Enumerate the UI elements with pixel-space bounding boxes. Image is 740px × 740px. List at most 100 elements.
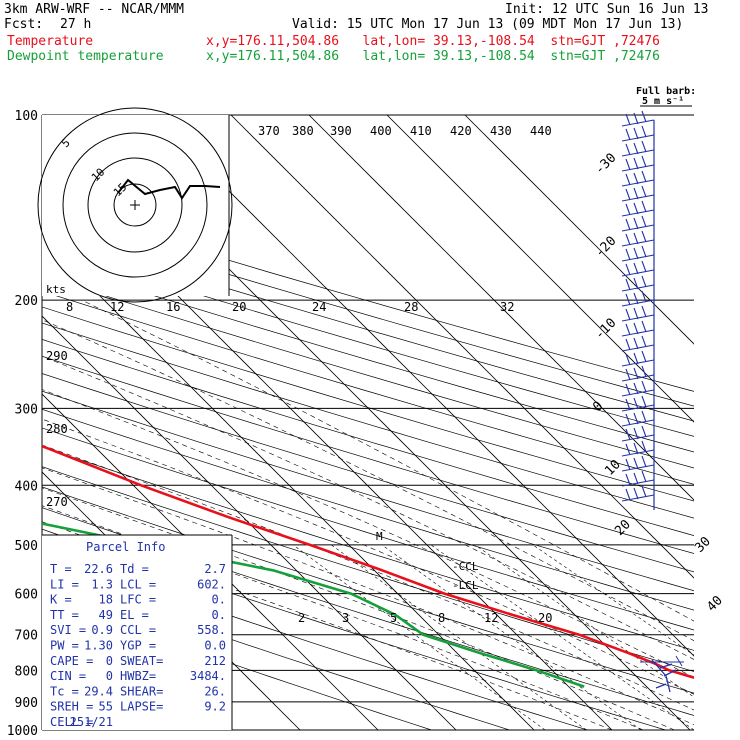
parcel-row-value: 0 (106, 654, 113, 668)
parcel-row-value: 251/21 (70, 715, 113, 729)
parcel-row-value: 0. (212, 593, 226, 607)
dry-adiabat (42, 355, 694, 554)
wind-barbs (621, 110, 684, 693)
mixing-ratio-label: 32 (500, 300, 514, 314)
wind-barb (621, 245, 655, 262)
hodograph-ring (113, 183, 157, 227)
dewpoint-legend: Dewpoint temperature (7, 49, 164, 64)
pressure-tick-label: 1000 (7, 724, 38, 739)
wind-barb (621, 110, 655, 127)
wind-barb (621, 440, 655, 457)
full-barb-value: 5 m s⁻¹ (642, 96, 684, 107)
parcel-row-value: 0. (212, 608, 226, 622)
parcel-row-label: CCL = (120, 623, 156, 637)
dry-adiabat (42, 573, 510, 730)
dry-adiabat (42, 322, 694, 519)
m-marker: M (376, 530, 383, 543)
forecast-hours: 27 h (60, 17, 92, 32)
dry-adiabat (42, 245, 694, 437)
hodograph-ring (87, 157, 183, 253)
isotherm-label: 30 (692, 534, 714, 556)
pressure-tick-label: 600 (15, 588, 38, 603)
col-marker: -CCL (452, 560, 479, 573)
dry-adiabat (42, 306, 694, 502)
pressure-tick-label: 400 (15, 479, 38, 494)
mixing-ratio-label: 16 (166, 300, 180, 314)
parcel-row-value: 602. (197, 577, 226, 591)
parcel-row-label: SHEAR= (120, 684, 163, 698)
parcel-row-label: SWEAT= (120, 654, 163, 668)
parcel-row-label: YGP = (120, 639, 156, 653)
pressure-tick-label: 900 (15, 696, 38, 711)
parcel-info-title: Parcel Info (86, 540, 165, 554)
mixing-ratio-low-label: 8 (438, 611, 445, 625)
theta-label: 380 (292, 124, 314, 138)
parcel-row-value: 55 (99, 700, 113, 714)
mixing-ratio-low-label: 20 (538, 611, 552, 625)
dry-adiabat (42, 427, 694, 631)
isotherm-line (230, 115, 694, 579)
dewpoint-trace (42, 522, 585, 688)
dry-adiabat (42, 231, 694, 422)
parcel-row-label: SREH = (50, 700, 93, 714)
parcel-row-value: 0.0 (204, 639, 226, 653)
parcel-info-background (42, 535, 232, 730)
wind-barb (640, 655, 684, 667)
wind-barb (621, 155, 655, 172)
parcel-row-label: LAPSE= (120, 700, 163, 714)
mixing-ratio-line (430, 544, 694, 730)
pressure-tick-label: 200 (15, 294, 38, 309)
parcel-row-value: 26. (204, 684, 226, 698)
temperature-trace (42, 444, 694, 680)
isotherm-line (42, 237, 535, 730)
temperature-legend: Temperature (7, 34, 94, 49)
wind-barb (621, 200, 655, 217)
mixing-ratio-label: 28 (404, 300, 418, 314)
parcel-row-value: 0 (106, 669, 113, 683)
isotherm-label: 40 (704, 593, 726, 615)
wind-barb (621, 320, 655, 337)
parcel-row-value: 22.6 (84, 562, 113, 576)
isotherm-line (42, 315, 457, 730)
parcel-row-value: 212 (204, 654, 226, 668)
parcel-row-label: T = (50, 562, 72, 576)
theta-label: 270 (46, 495, 68, 509)
parcel-row-label: HWBZ= (120, 669, 156, 683)
dry-adiabat (42, 339, 694, 536)
wind-barb (651, 659, 677, 693)
mixing-ratio-label: 12 (110, 300, 124, 314)
theta-label: 410 (410, 124, 432, 138)
theta-label: 370 (258, 124, 280, 138)
dry-adiabat (42, 486, 694, 694)
pressure-tick-label: 700 (15, 629, 38, 644)
parcel-row-label: LI = (50, 577, 79, 591)
isotherm-label: 10 (602, 457, 624, 479)
dry-adiabat (42, 217, 694, 407)
pressure-tick-label: 300 (15, 402, 38, 417)
parcel-row-value: 1.3 (91, 577, 113, 591)
parcel-row-value: 49 (99, 608, 113, 622)
parcel-row-label: CAPE = (50, 654, 93, 668)
dry-adiabat (42, 290, 694, 485)
parcel-row-label: K = (50, 593, 72, 607)
dry-adiabat (42, 466, 694, 672)
wind-barb (621, 350, 655, 367)
isotherm-line (464, 115, 694, 345)
parcel-row-value: 0.9 (91, 623, 113, 637)
wind-barb (621, 275, 655, 292)
pressure-tick-label: 800 (15, 664, 38, 679)
dry-adiabat (42, 390, 694, 592)
isotherm-label: -30 (592, 151, 619, 178)
parcel-row-value: 29.4 (84, 684, 113, 698)
isotherm-label: -20 (592, 234, 619, 261)
parcel-row-label: EL = (120, 608, 149, 622)
dry-adiabat (42, 373, 694, 573)
isotherm-line (42, 393, 379, 730)
mixing-ratio-low-label: 2 (298, 611, 305, 625)
mixing-ratio-label: 8 (66, 300, 73, 314)
wind-barb (621, 290, 655, 307)
wind-barb (621, 425, 655, 442)
mixing-ratio-line (381, 544, 642, 730)
